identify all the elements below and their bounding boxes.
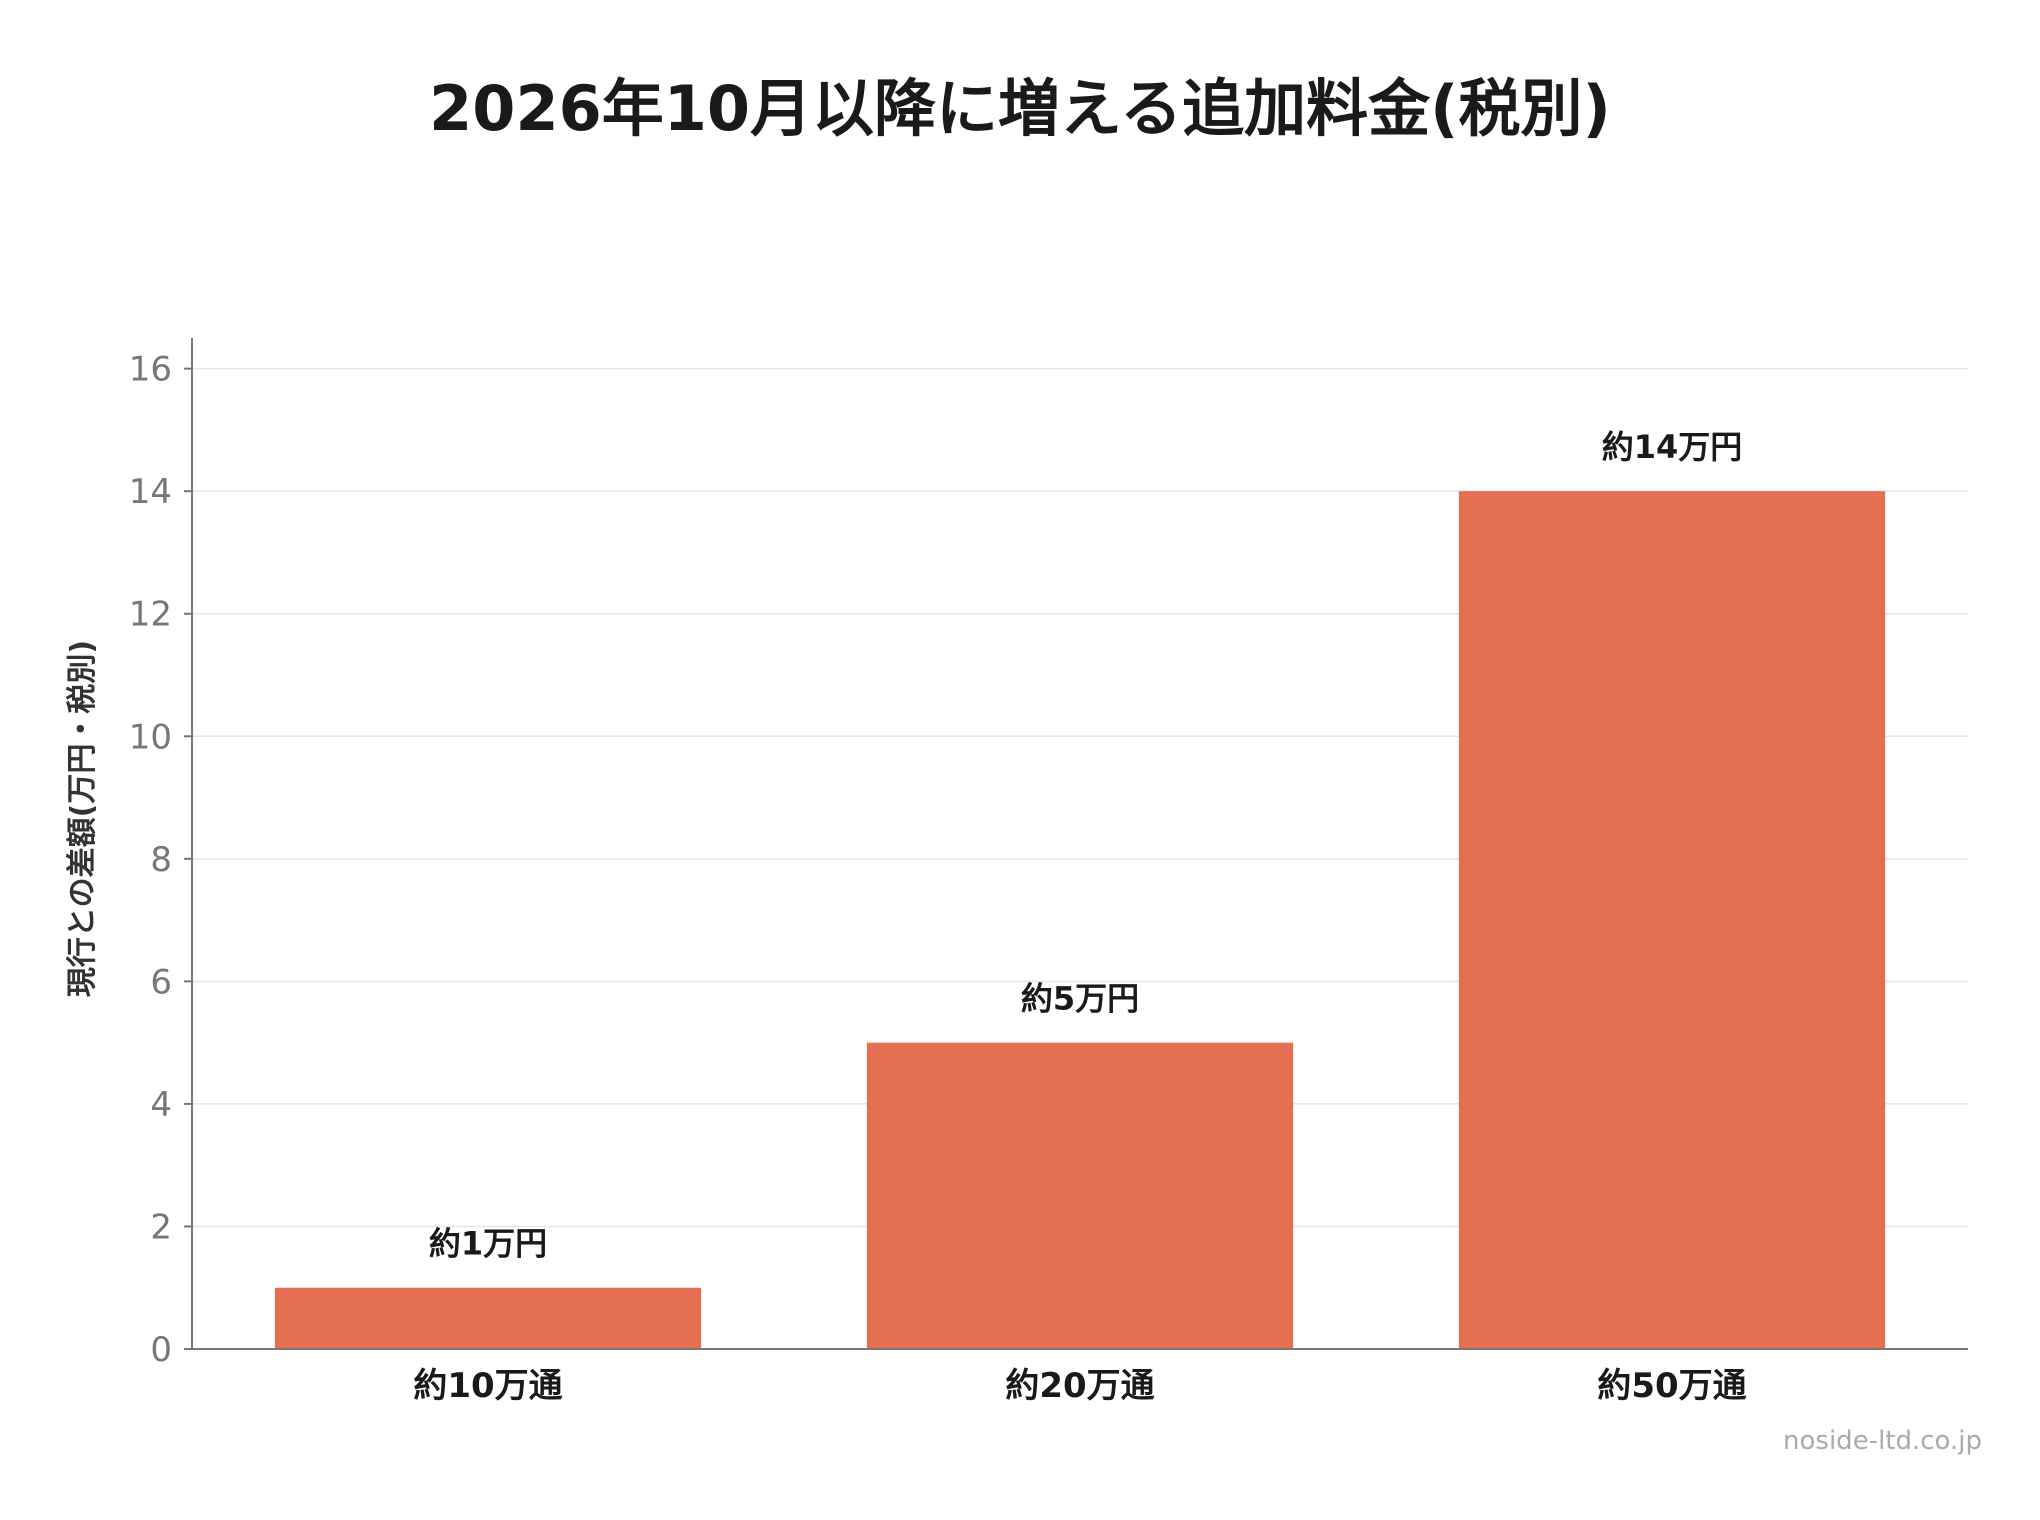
- y-tick-label: 8: [150, 840, 172, 880]
- y-axis-title: 現行との差額(万円・税別): [65, 640, 100, 997]
- y-tick-label: 14: [129, 472, 172, 512]
- bars: [274, 491, 1886, 1349]
- data-label: 約14万円: [1602, 428, 1743, 466]
- y-tick-label: 0: [150, 1330, 172, 1370]
- bar: [1458, 491, 1886, 1349]
- watermark-text: noside-ltd.co.jp: [1783, 1426, 1982, 1456]
- y-tick-label: 6: [150, 962, 172, 1002]
- y-tick-label: 2: [150, 1207, 172, 1247]
- y-tick-label: 10: [129, 717, 172, 757]
- data-label: 約1万円: [429, 1225, 547, 1263]
- data-labels: 約1万円 約5万円 約14万円: [429, 428, 1742, 1263]
- gridlines: [192, 367, 1968, 1228]
- x-category-labels: 約10万通 約20万通 約50万通: [413, 1366, 1746, 1406]
- y-tick-label: 4: [150, 1085, 172, 1125]
- bar: [866, 1042, 1294, 1349]
- data-label: 約5万円: [1021, 980, 1139, 1018]
- chart-title: 2026年10月以降に増える追加料金(税別): [429, 72, 1611, 145]
- y-tick-labels: 0 2 4 6 8 10 12 14 16: [129, 350, 192, 1370]
- x-category-label: 約50万通: [1597, 1366, 1746, 1406]
- y-tick-label: 16: [129, 350, 172, 390]
- x-category-label: 約20万通: [1005, 1366, 1154, 1406]
- y-tick-label: 12: [129, 595, 172, 635]
- bar: [274, 1287, 702, 1349]
- axes: [184, 338, 1968, 1350]
- x-category-label: 約10万通: [413, 1366, 562, 1406]
